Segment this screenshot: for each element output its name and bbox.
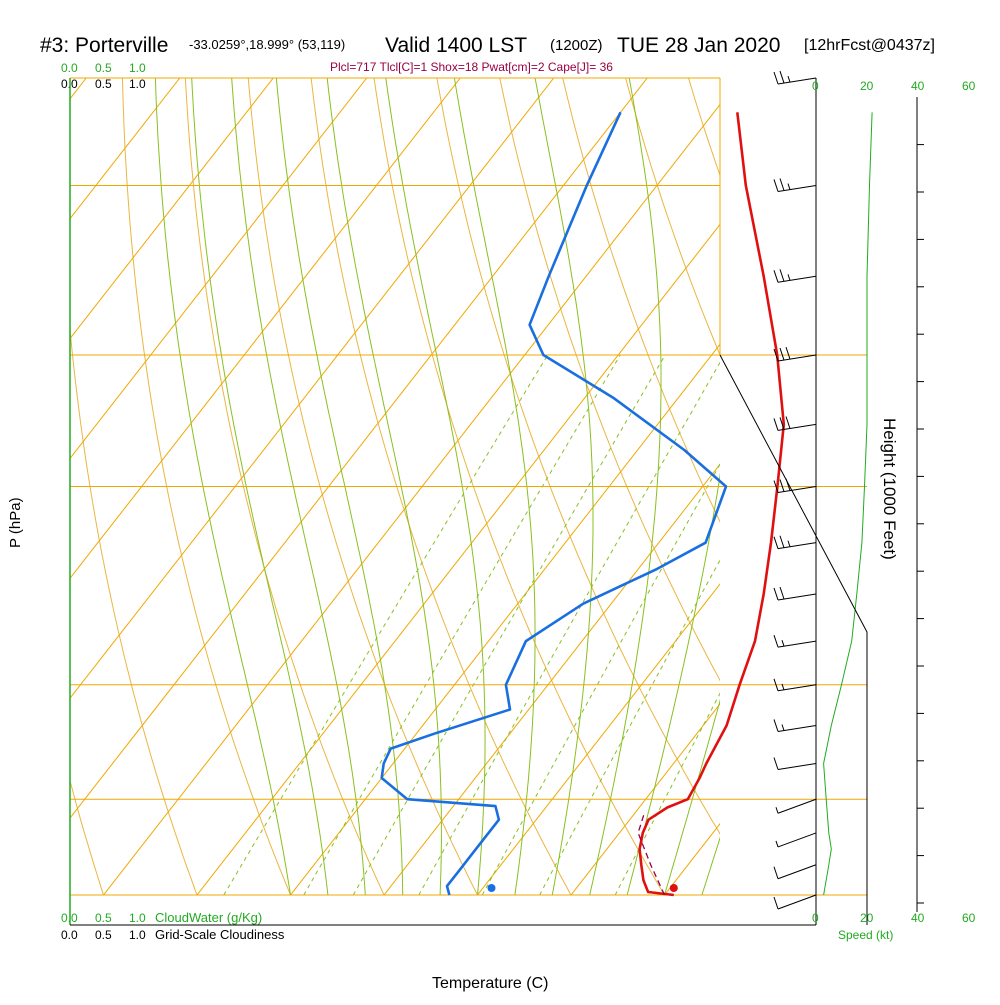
surface-dewpoint-marker: [488, 884, 496, 892]
speed-tick-top-60: 60: [962, 79, 976, 93]
title-utc: (1200Z): [550, 37, 603, 54]
wind-barb: [774, 587, 816, 600]
wind-barb-flag: [780, 587, 784, 599]
y-axis-label: P (hPa): [7, 497, 24, 548]
wind-barb-half-flag: [782, 640, 784, 646]
cloudiness-tick-1-bottom: 0.0: [61, 928, 78, 942]
wind-barb: [774, 536, 816, 549]
wind-barb: [774, 179, 816, 192]
wind-barb-flag: [774, 897, 778, 909]
wind-barb-staff: [778, 865, 816, 879]
sounding-series: [382, 112, 784, 895]
wind-barb-flag: [780, 71, 784, 83]
mixing-ratio-line: [419, 355, 725, 895]
title-valid: Valid 1400 LST: [385, 34, 527, 57]
wind-barb-flag: [780, 348, 784, 360]
text-layer: #3: Porterville -33.0259°,18.999° (53,11…: [7, 34, 976, 992]
title-date: TUE 28 Jan 2020: [617, 34, 780, 57]
x-axis-label: Temperature (C): [432, 975, 548, 992]
cloudiness-tick-2-bottom: 0.5: [95, 928, 112, 942]
cloudiness-tick-3: 1.0: [129, 77, 146, 91]
indices-text: Plcl=717 Tlcl[C]=1 Shox=18 Pwat[cm]=2 Ca…: [330, 60, 613, 74]
wind-barb: [774, 347, 816, 361]
wind-barb-flag: [786, 347, 790, 359]
wind-barb-flag: [774, 418, 778, 430]
cloudiness-tick-2: 0.5: [95, 77, 112, 91]
speed-tick-top-40: 40: [911, 79, 925, 93]
wind-barb: [774, 757, 816, 769]
cloudwater-tick-3-bottom: 1.0: [129, 911, 146, 925]
tropopause-bound-line: [720, 355, 867, 925]
wind-barb-half-flag: [776, 841, 778, 847]
height-axis-label: Height (1000 Feet): [880, 418, 899, 560]
wind-barb-flag: [774, 179, 778, 191]
wind-barb: [774, 635, 816, 647]
parcel-line: [638, 813, 664, 895]
cloudwater-label: CloudWater (g/Kg): [155, 910, 262, 925]
speed-tick-bottom-40: 40: [911, 911, 925, 925]
speed-tick-bottom-0: 0: [812, 911, 819, 925]
wind-barb-flag: [774, 270, 778, 282]
wind-barb-staff: [778, 799, 816, 813]
wind-barb-flag: [774, 537, 778, 549]
wind-barb-staff: [778, 895, 816, 909]
wind-barb-staff: [778, 833, 816, 847]
cloudwater-tick-3: 1.0: [129, 61, 146, 75]
speed-tick-bottom-60: 60: [962, 911, 976, 925]
surface-temperature-marker: [670, 884, 678, 892]
title-station: #3: Porterville: [40, 34, 168, 57]
wind-barb: [774, 269, 816, 282]
mixing-ratio-line: [540, 355, 834, 895]
isotherm-line: [852, 78, 1000, 895]
title-coords: -33.0259°,18.999° (53,119): [189, 37, 345, 52]
speed-tick-top-0: 0: [812, 79, 819, 93]
wind-barb-flag: [780, 536, 784, 548]
wind-barb-half-flag: [776, 807, 778, 813]
wind-panel: [774, 71, 872, 925]
wind-barb: [774, 417, 816, 431]
wind-barb: [774, 895, 816, 909]
wind-barb-flag: [774, 719, 778, 731]
background-grid: [0, 78, 1000, 895]
wind-barb-flag: [774, 72, 778, 84]
speed-label: Speed (kt): [838, 928, 893, 942]
wind-barb: [774, 865, 816, 879]
wind-barb-half-flag: [788, 76, 790, 82]
wind-barb: [774, 719, 816, 731]
wind-barb-flag: [774, 867, 778, 879]
title-forecast: [12hrFcst@0437z]: [804, 37, 935, 54]
dry-adiabat-line: [940, 78, 1000, 895]
wind-barb: [776, 833, 816, 847]
cloudwater-tick-2-bottom: 0.5: [95, 911, 112, 925]
wind-barb-staff: [778, 763, 816, 769]
wind-barb-half-flag: [782, 725, 784, 731]
wind-barb-flag: [774, 635, 778, 647]
wind-speed-line: [824, 112, 873, 895]
wind-barb-half-flag: [788, 274, 790, 280]
cloudiness-tick-3-bottom: 1.0: [129, 928, 146, 942]
wind-barb-flag: [774, 757, 778, 769]
cloudwater-tick-1: 0.0: [61, 61, 78, 75]
dewpoint-line: [382, 112, 726, 895]
cloudiness-label: Grid-Scale Cloudiness: [155, 927, 285, 942]
axes-layer: [70, 78, 924, 925]
mixing-ratio-line: [224, 355, 548, 895]
wind-barb: [774, 479, 816, 493]
wind-barb-flag: [786, 417, 790, 429]
speed-tick-top-20: 20: [860, 79, 874, 93]
wind-barb-flag: [780, 480, 784, 492]
wind-barb-half-flag: [788, 541, 790, 547]
cloudwater-tick-2: 0.5: [95, 61, 112, 75]
wind-barb-flag: [780, 179, 784, 191]
wind-barb-flag: [780, 269, 784, 281]
wind-barb-flag: [774, 588, 778, 600]
wind-barb: [776, 799, 816, 813]
wind-barb: [774, 71, 816, 84]
wind-barb-half-flag: [788, 184, 790, 190]
